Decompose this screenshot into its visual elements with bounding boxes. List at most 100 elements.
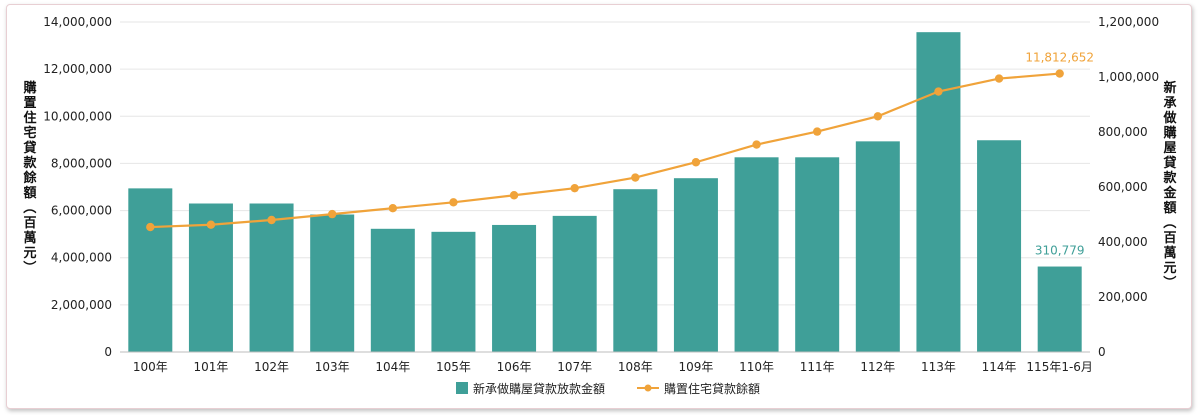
bar xyxy=(249,203,294,352)
left-axis-title-char: 置 xyxy=(23,96,36,111)
bar xyxy=(795,157,840,352)
left-tick-label: 0 xyxy=(104,345,112,359)
left-tick-label: 8,000,000 xyxy=(51,156,112,170)
right-tick-label: 800,000 xyxy=(1098,125,1148,139)
line-point xyxy=(934,87,943,96)
bar xyxy=(128,188,173,352)
data-label: 11,812,652 xyxy=(1025,51,1094,65)
bar xyxy=(916,32,961,353)
line-point xyxy=(631,173,640,182)
left-axis-title-char: 宅 xyxy=(23,125,36,141)
bar-series xyxy=(128,32,1082,353)
right-axis-title-char: 購 xyxy=(1162,125,1176,141)
legend-line-label: 購置住宅貸款餘額 xyxy=(664,381,760,396)
right-tick-label: 0 xyxy=(1098,345,1106,359)
bar xyxy=(673,178,718,352)
left-axis-title-char: 款 xyxy=(23,155,37,171)
line-series xyxy=(146,69,1064,232)
x-tick-label: 110年 xyxy=(739,360,774,374)
left-tick-label: 14,000,000 xyxy=(43,15,112,29)
line-point xyxy=(994,74,1004,83)
right-tick-label: 200,000 xyxy=(1098,290,1148,304)
line-point xyxy=(449,198,458,207)
line-point xyxy=(146,222,155,232)
x-tick-label: 114年 xyxy=(982,360,1017,374)
line-point xyxy=(206,220,216,229)
right-axis-title-char: 新 xyxy=(1163,80,1176,96)
right-axis-title-char: （ xyxy=(1161,215,1177,228)
right-axis-title-char: 款 xyxy=(1163,170,1177,186)
legend: 新承做購屋貸款放款金額 購置住宅貸款餘額 xyxy=(456,381,760,396)
x-tick-label: 101年 xyxy=(193,360,228,374)
right-axis-title-char: 屋 xyxy=(1163,141,1176,156)
right-axis-title-char: 做 xyxy=(1162,110,1176,126)
line-point xyxy=(570,183,579,193)
bar xyxy=(492,224,537,352)
bar xyxy=(431,231,476,352)
x-tick-label: 100年 xyxy=(133,360,168,374)
x-tick-label: 103年 xyxy=(315,360,350,374)
bar xyxy=(552,215,597,352)
x-tick-label: 104年 xyxy=(375,360,410,374)
line-point xyxy=(327,209,337,219)
bar xyxy=(310,214,355,352)
line-point xyxy=(509,191,519,200)
right-axis-title-char: ） xyxy=(1161,275,1177,288)
left-axis-title-char: 貸 xyxy=(23,140,36,156)
bar xyxy=(613,189,658,352)
legend-line-marker xyxy=(644,384,652,392)
left-axis-title-char: ） xyxy=(21,260,37,273)
left-tick-label: 2,000,000 xyxy=(51,298,112,312)
x-tick-label: 113年 xyxy=(921,360,956,374)
left-axis-title-char: 元 xyxy=(23,246,36,261)
left-tick-label: 4,000,000 xyxy=(51,251,112,265)
x-tick-label: 102年 xyxy=(254,360,289,374)
line-point xyxy=(1055,69,1064,78)
right-tick-label: 1,000,000 xyxy=(1098,70,1159,84)
bar xyxy=(855,141,900,352)
x-tick-label: 108年 xyxy=(618,360,653,374)
bar xyxy=(1037,266,1082,352)
series-line xyxy=(150,72,1060,229)
left-tick-label: 6,000,000 xyxy=(51,204,112,218)
right-axis-title-char: 元 xyxy=(1163,261,1176,276)
left-tick-label: 10,000,000 xyxy=(43,109,112,123)
line-point xyxy=(812,127,822,136)
axes: 0 2,000,000 4,000,000 6,000,000 8,000,000 10,… xyxy=(43,15,1159,374)
right-axis-title-char: 百 xyxy=(1163,231,1176,246)
line-point xyxy=(388,204,398,213)
left-tick-label: 12,000,000 xyxy=(43,62,112,76)
data-label: 310,779 xyxy=(1035,244,1085,258)
bar xyxy=(734,157,779,352)
left-axis-title-char: 餘 xyxy=(23,170,37,186)
right-tick-label: 400,000 xyxy=(1098,235,1148,249)
left-axis-title-char: 額 xyxy=(22,185,36,201)
x-tick-label: 111年 xyxy=(800,360,835,374)
left-axis-title-char: （ xyxy=(21,200,37,213)
x-tick-label: 106年 xyxy=(497,360,532,374)
right-axis-title-char: 額 xyxy=(1162,200,1176,216)
line-point xyxy=(691,158,701,167)
right-axis-title-char: 萬 xyxy=(1163,245,1176,261)
right-axis-title-char: 金 xyxy=(1162,185,1177,201)
bar xyxy=(370,228,415,352)
axis-labels: 11,812,652310,779購置住宅貸款餘額（百萬元）新承做購屋貸款金額（… xyxy=(21,51,1177,289)
x-tick-label: 107年 xyxy=(557,360,592,374)
right-axis-title-char: 承 xyxy=(1163,96,1176,111)
x-tick-label: 105年 xyxy=(436,360,471,374)
right-axis-title-char: 貸 xyxy=(1163,155,1176,171)
x-tick-label: 109年 xyxy=(678,360,713,374)
x-tick-label: 112年 xyxy=(860,360,895,374)
line-point xyxy=(267,215,276,225)
left-axis-title-char: 住 xyxy=(23,110,36,126)
line-point xyxy=(752,140,761,149)
right-tick-label: 600,000 xyxy=(1098,180,1148,194)
left-axis-title-char: 購 xyxy=(22,80,36,96)
left-axis-title-char: 百 xyxy=(23,216,36,231)
bar xyxy=(977,140,1022,352)
line-point xyxy=(873,112,883,121)
x-tick-label: 115年1-6月 xyxy=(1026,360,1093,374)
legend-bar-swatch xyxy=(456,382,468,394)
left-axis-title-char: 萬 xyxy=(23,230,36,246)
